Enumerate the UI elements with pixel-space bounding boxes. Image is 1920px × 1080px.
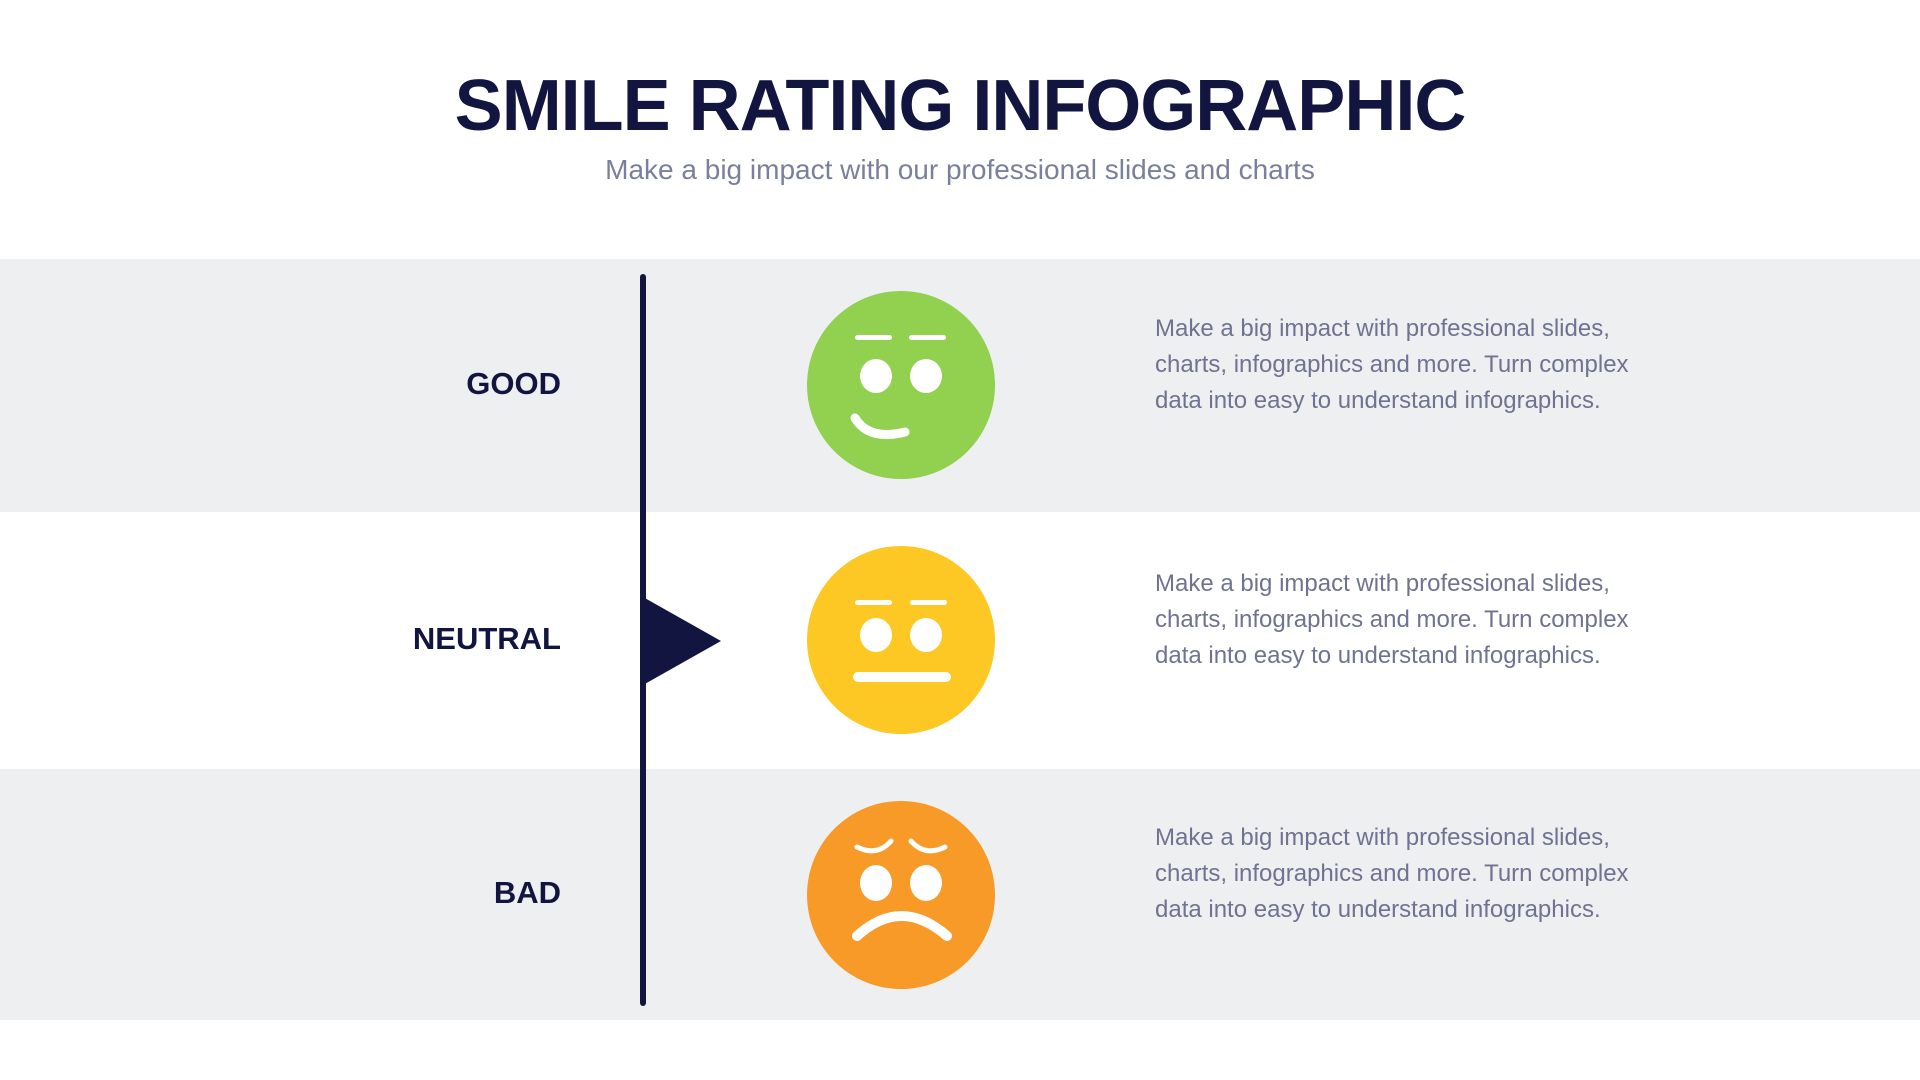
neutral-face-icon [807,546,995,734]
rating-label-bad: BAD [493,875,561,910]
rating-description-good: Make a big impact with professional slid… [1155,315,1629,414]
rating-description-neutral: Make a big impact with professional slid… [1155,570,1629,669]
rating-label-neutral: NEUTRAL [412,621,561,656]
smile-face-icon [807,291,995,479]
rating-description-bad: Make a big impact with professional slid… [1155,824,1629,923]
page-title: SMILE RATING INFOGRAPHIC [454,66,1467,146]
sad-face-icon [807,801,995,989]
page-subtitle: Make a big impact with our professional … [605,154,1315,185]
selection-pointer-icon [643,597,721,685]
rating-label-good: GOOD [466,366,561,401]
